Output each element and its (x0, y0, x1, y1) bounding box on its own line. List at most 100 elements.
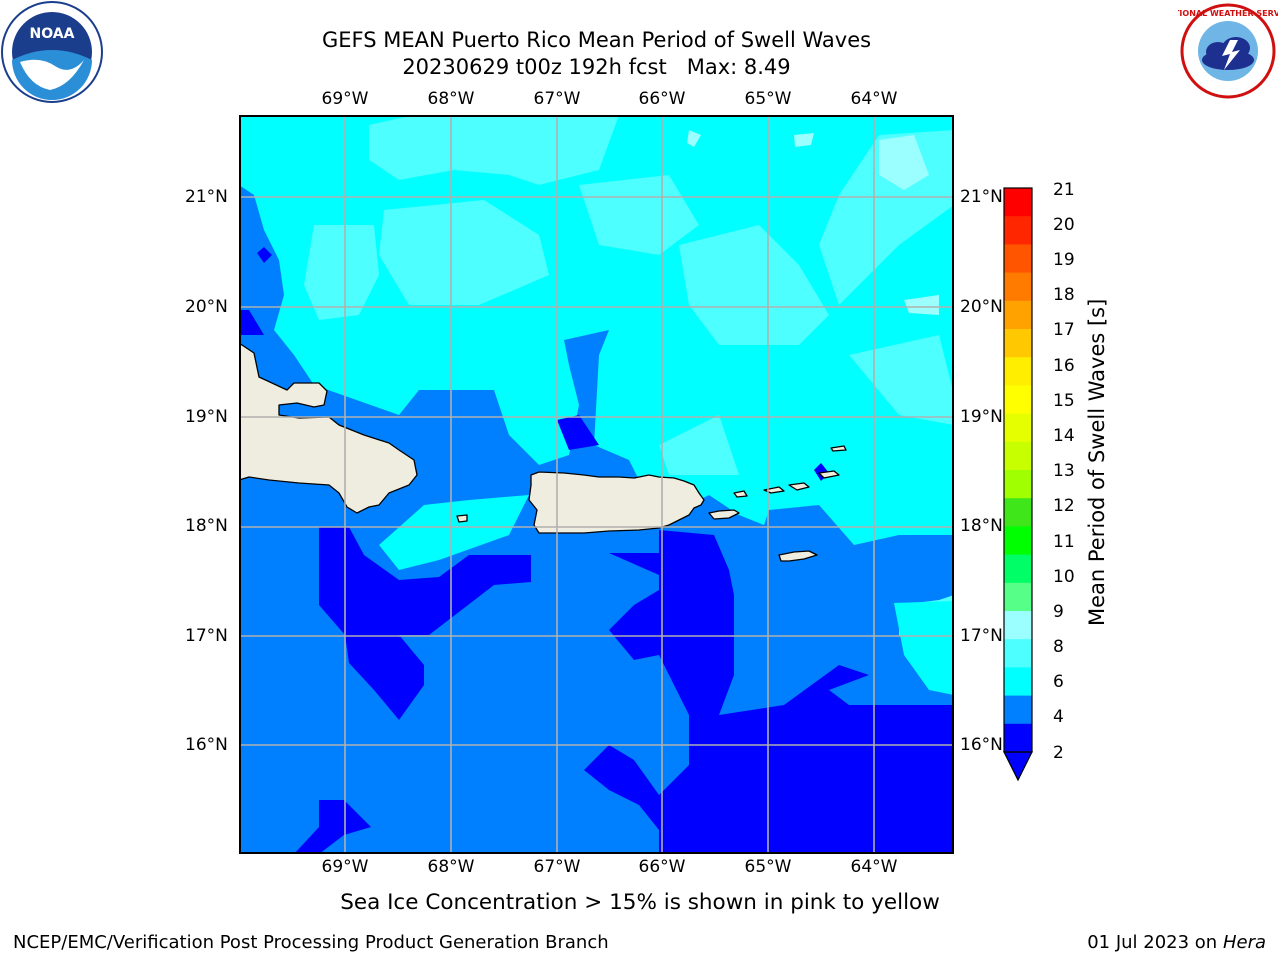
colorbar-label: 15 (1053, 391, 1075, 411)
lon-tick-top-3: 67°W (533, 89, 581, 109)
colorbar-segment (1004, 385, 1032, 415)
colorbar-extend-arrow (1003, 751, 1033, 782)
footer-branch: NCEP/EMC/Verification Post Processing Pr… (13, 932, 609, 953)
lat-tick-right-4: 18°N (960, 516, 1003, 536)
colorbar-segment (1004, 300, 1032, 330)
lat-tick-left-2: 20°N (185, 297, 228, 317)
chart-subtitle: 20230629 t00z 192h fcst Max: 8.49 (402, 55, 791, 79)
lat-tick-left-4: 18°N (185, 516, 228, 536)
swell-field-6-8 (379, 200, 549, 305)
colorbar-frame (1003, 187, 1033, 753)
lat-tick-right-2: 20°N (960, 297, 1003, 317)
colorbar-label: 8 (1053, 637, 1064, 657)
lat-tick-right-3: 19°N (960, 407, 1003, 427)
lon-tick-bottom-1: 69°W (321, 857, 369, 877)
lon-tick-bottom-6: 64°W (850, 857, 898, 877)
colorbar-label: 2 (1053, 743, 1064, 763)
swell-field-4-6 (894, 601, 954, 695)
swell-field-8-10 (794, 133, 814, 147)
map-frame (239, 115, 954, 854)
map-panel (239, 115, 954, 854)
lat-tick-left-1: 21°N (185, 187, 228, 207)
lon-tick-bottom-5: 65°W (744, 857, 792, 877)
noaa-logo-text: NOAA (30, 26, 75, 42)
mona-island (456, 514, 468, 523)
colorbar-segment (1004, 554, 1032, 584)
colorbar-segment (1004, 272, 1032, 302)
swell-field-below-2 (239, 310, 264, 335)
nws-logo-text: NATIONAL WEATHER SERVICE (1178, 9, 1278, 18)
swell-field-8-10 (879, 135, 929, 190)
swell-field-below-2 (557, 415, 599, 450)
lon-tick-top-5: 65°W (744, 89, 792, 109)
swell-field-below-2 (294, 800, 371, 854)
map-grid (239, 115, 954, 854)
colorbar-segment (1004, 441, 1032, 471)
nws-logo: NATIONAL WEATHER SERVICE (1178, 3, 1278, 99)
puerto-rico-land (528, 471, 705, 534)
swell-field-below-2 (584, 530, 954, 854)
lon-tick-top-1: 69°W (321, 89, 369, 109)
lat-tick-right-6: 16°N (960, 735, 1003, 755)
colorbar-segment (1004, 611, 1032, 640)
virgin-islands-tortola (788, 482, 810, 491)
footer-machine: Hera (1222, 932, 1266, 953)
culebra-island (733, 490, 748, 498)
colorbar-label: 16 (1053, 356, 1075, 376)
bvi-small-islands (818, 470, 840, 479)
colorbar-segment (1004, 695, 1032, 725)
colorbar-segment (1004, 526, 1032, 556)
colorbar-label: 4 (1053, 707, 1064, 727)
swell-field-6-8 (304, 225, 379, 320)
lon-tick-bottom-4: 66°W (638, 857, 686, 877)
colorbar-label: 20 (1053, 215, 1075, 235)
colorbar-label: 6 (1053, 672, 1064, 692)
swell-field-6-8 (849, 335, 954, 425)
colorbar-label: 17 (1053, 320, 1075, 340)
footer-date: 01 Jul 2023 on Hera (1087, 932, 1266, 953)
anegada-island (830, 445, 847, 452)
swell-field-below-2 (257, 247, 272, 263)
colorbar-label: 12 (1053, 496, 1075, 516)
lat-tick-left-6: 16°N (185, 735, 228, 755)
swell-field-4-6 (379, 495, 529, 570)
swell-field-6-8 (579, 175, 699, 255)
noaa-logo: NOAA (1, 1, 103, 103)
lon-tick-bottom-2: 68°W (427, 857, 475, 877)
colorbar-segment (1004, 723, 1032, 753)
colorbar-segment (1004, 188, 1032, 217)
colorbar-segment (1004, 470, 1032, 499)
colorbar-label: 21 (1053, 180, 1075, 200)
colorbar-label: 19 (1053, 250, 1075, 270)
colorbar-segment (1004, 329, 1032, 358)
colorbar-segment (1004, 244, 1032, 274)
colorbar-title: Mean Period of Swell Waves [s] (1085, 298, 1109, 626)
colorbar-label: 10 (1053, 567, 1075, 587)
chart-title: GEFS MEAN Puerto Rico Mean Period of Swe… (321, 28, 872, 52)
colorbar-segment (1004, 667, 1032, 697)
colorbar-segment (1004, 582, 1032, 612)
lon-tick-top-4: 66°W (638, 89, 686, 109)
colorbar-segment (1004, 413, 1032, 443)
hispaniola-land (239, 342, 418, 514)
lat-tick-right-1: 21°N (960, 187, 1003, 207)
swell-field-6-8 (679, 225, 829, 345)
swell-field-below-2 (319, 527, 531, 720)
colorbar-segment (1004, 639, 1032, 668)
colorbar-label: 18 (1053, 285, 1075, 305)
lat-tick-left-5: 17°N (185, 626, 228, 646)
colorbar-segment (1004, 357, 1032, 386)
colorbar-label: 13 (1053, 461, 1075, 481)
sea-ice-note: Sea Ice Concentration > 15% is shown in … (340, 890, 940, 915)
footer-date-text: 01 Jul 2023 on (1087, 932, 1223, 953)
vieques-island (708, 509, 740, 520)
colorbar-label: 14 (1053, 426, 1075, 446)
colorbar-segment (1004, 498, 1032, 527)
swell-field-6-8 (659, 415, 739, 475)
swell-field-8-10 (904, 295, 939, 315)
colorbar (1003, 187, 1033, 782)
colorbar-label: 9 (1053, 602, 1064, 622)
lon-tick-top-2: 68°W (427, 89, 475, 109)
lon-tick-top-6: 64°W (850, 89, 898, 109)
colorbar-segment (1004, 216, 1032, 245)
